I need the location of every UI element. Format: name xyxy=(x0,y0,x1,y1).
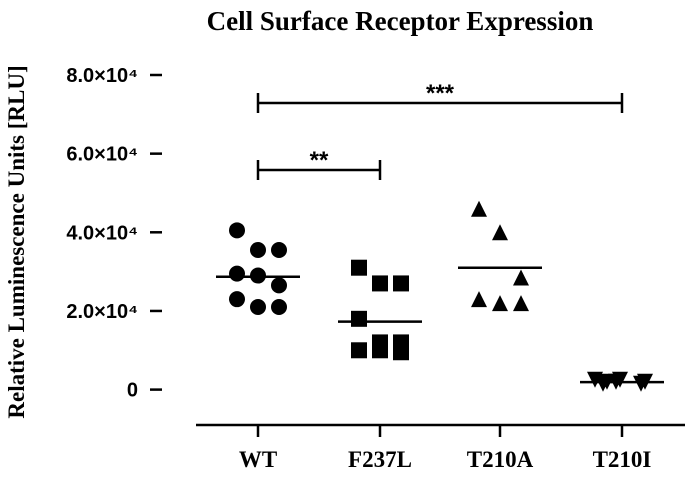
data-point xyxy=(271,299,287,316)
x-tick-label: T210A xyxy=(467,447,534,472)
data-point xyxy=(351,259,367,276)
x-tick-label: F237L xyxy=(348,447,412,472)
data-point xyxy=(351,310,367,327)
data-point xyxy=(393,275,409,292)
y-tick-label: 2.0×10⁴ xyxy=(66,301,138,323)
significance-label: ** xyxy=(310,147,329,174)
chart-title: Cell Surface Receptor Expression xyxy=(207,6,594,36)
y-axis-label: Relative Luminescence Units [RLU] xyxy=(4,65,29,418)
data-point xyxy=(513,295,529,312)
data-point xyxy=(271,242,287,258)
y-tick-label: 6.0×10⁴ xyxy=(66,144,138,166)
data-point xyxy=(471,291,487,308)
y-tick-label: 8.0×10⁴ xyxy=(66,65,138,87)
data-point xyxy=(372,275,388,292)
data-point xyxy=(513,269,529,286)
data-point xyxy=(351,342,367,359)
data-point xyxy=(229,291,245,308)
data-point xyxy=(492,295,508,312)
y-tick-label: 0 xyxy=(127,380,138,402)
data-point xyxy=(271,277,287,294)
data-point xyxy=(229,265,245,282)
data-point xyxy=(471,200,487,217)
data-point xyxy=(229,222,245,239)
data-point xyxy=(393,344,409,361)
x-tick-label: T210I xyxy=(593,447,652,472)
data-point xyxy=(633,375,649,392)
x-tick-label: WT xyxy=(239,447,277,472)
data-point xyxy=(250,242,266,258)
y-tick-label: 4.0×10⁴ xyxy=(66,222,138,244)
data-point xyxy=(250,299,266,316)
data-point xyxy=(595,375,611,392)
data-point xyxy=(492,224,508,241)
significance-label: *** xyxy=(426,80,455,107)
data-point xyxy=(372,342,388,359)
